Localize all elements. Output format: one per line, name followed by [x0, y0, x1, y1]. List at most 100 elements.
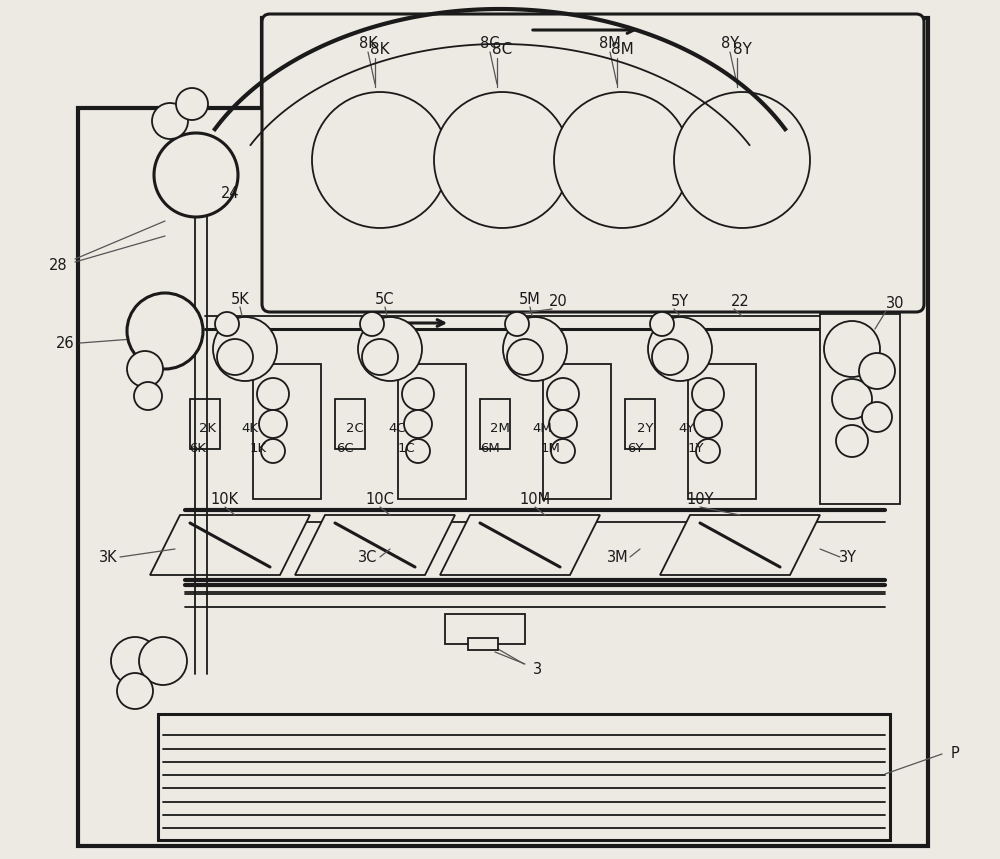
- Text: 8Y: 8Y: [733, 42, 751, 58]
- Circle shape: [507, 339, 543, 375]
- Circle shape: [648, 317, 712, 381]
- Text: 1C: 1C: [397, 442, 415, 455]
- Circle shape: [217, 339, 253, 375]
- Circle shape: [127, 351, 163, 387]
- Text: 10Y: 10Y: [686, 491, 714, 507]
- Text: 8C: 8C: [492, 42, 512, 58]
- FancyBboxPatch shape: [262, 14, 924, 312]
- Text: 8K: 8K: [359, 36, 377, 52]
- Circle shape: [692, 378, 724, 410]
- Text: 24: 24: [221, 186, 239, 202]
- Circle shape: [362, 339, 398, 375]
- Text: 4M: 4M: [532, 423, 552, 436]
- Circle shape: [404, 410, 432, 438]
- Polygon shape: [150, 515, 310, 575]
- Text: 2Y: 2Y: [637, 423, 653, 436]
- Text: 8K: 8K: [370, 42, 390, 58]
- Text: 20: 20: [549, 294, 567, 308]
- Polygon shape: [660, 515, 820, 575]
- Circle shape: [832, 379, 872, 419]
- Circle shape: [259, 410, 287, 438]
- Text: 2C: 2C: [346, 423, 364, 436]
- Circle shape: [554, 92, 690, 228]
- Circle shape: [859, 353, 895, 389]
- Bar: [445, 614, 525, 644]
- Text: 8C: 8C: [480, 36, 500, 52]
- Polygon shape: [78, 18, 928, 846]
- Circle shape: [862, 402, 892, 432]
- Circle shape: [434, 92, 570, 228]
- Polygon shape: [440, 515, 600, 575]
- Text: 2K: 2K: [199, 423, 217, 436]
- Text: 6M: 6M: [480, 442, 500, 455]
- Bar: [480, 399, 510, 449]
- Text: 4Y: 4Y: [679, 423, 695, 436]
- Bar: [543, 364, 611, 499]
- Text: 6C: 6C: [336, 442, 354, 455]
- Text: 28: 28: [49, 258, 67, 272]
- Circle shape: [213, 317, 277, 381]
- Bar: [158, 714, 890, 840]
- Circle shape: [696, 439, 720, 463]
- Circle shape: [650, 312, 674, 336]
- Text: 5Y: 5Y: [671, 294, 689, 308]
- Text: 10M: 10M: [519, 491, 551, 507]
- Text: 5K: 5K: [231, 291, 249, 307]
- Text: 10K: 10K: [211, 491, 239, 507]
- Text: 3: 3: [533, 661, 543, 677]
- Text: 10C: 10C: [366, 491, 394, 507]
- Text: 4C: 4C: [388, 423, 406, 436]
- Circle shape: [358, 317, 422, 381]
- Text: 6Y: 6Y: [627, 442, 643, 455]
- Circle shape: [134, 382, 162, 410]
- Bar: [688, 364, 756, 499]
- Text: 22: 22: [731, 294, 749, 308]
- Circle shape: [824, 321, 880, 377]
- Circle shape: [547, 378, 579, 410]
- Bar: [253, 364, 321, 499]
- Text: P: P: [951, 746, 959, 761]
- Text: 3M: 3M: [607, 550, 629, 564]
- Circle shape: [551, 439, 575, 463]
- Bar: [625, 399, 655, 449]
- Text: 1Y: 1Y: [688, 442, 704, 455]
- Text: 26: 26: [56, 336, 74, 350]
- Circle shape: [402, 378, 434, 410]
- Circle shape: [215, 312, 239, 336]
- Text: 4K: 4K: [242, 423, 258, 436]
- Circle shape: [674, 92, 810, 228]
- Text: 8M: 8M: [611, 42, 633, 58]
- Polygon shape: [295, 515, 455, 575]
- Text: 2M: 2M: [490, 423, 510, 436]
- Text: 30: 30: [886, 296, 904, 312]
- Text: 3K: 3K: [99, 550, 117, 564]
- Circle shape: [111, 637, 159, 685]
- Circle shape: [154, 133, 238, 217]
- Circle shape: [261, 439, 285, 463]
- Text: 1M: 1M: [541, 442, 561, 455]
- Circle shape: [360, 312, 384, 336]
- Circle shape: [652, 339, 688, 375]
- Bar: [820, 314, 900, 504]
- Text: 3C: 3C: [358, 550, 378, 564]
- Text: 3Y: 3Y: [839, 550, 857, 564]
- Circle shape: [694, 410, 722, 438]
- Bar: [190, 399, 220, 449]
- Text: 6K: 6K: [190, 442, 207, 455]
- Bar: [468, 638, 498, 650]
- Circle shape: [127, 293, 203, 369]
- Bar: [398, 364, 466, 499]
- Circle shape: [257, 378, 289, 410]
- Circle shape: [505, 312, 529, 336]
- Circle shape: [139, 637, 187, 685]
- Circle shape: [117, 673, 153, 709]
- Text: 8Y: 8Y: [721, 36, 739, 52]
- Circle shape: [836, 425, 868, 457]
- Circle shape: [549, 410, 577, 438]
- Text: 1K: 1K: [249, 442, 267, 455]
- Text: 5M: 5M: [519, 291, 541, 307]
- Circle shape: [152, 103, 188, 139]
- Circle shape: [406, 439, 430, 463]
- Circle shape: [503, 317, 567, 381]
- Circle shape: [176, 88, 208, 120]
